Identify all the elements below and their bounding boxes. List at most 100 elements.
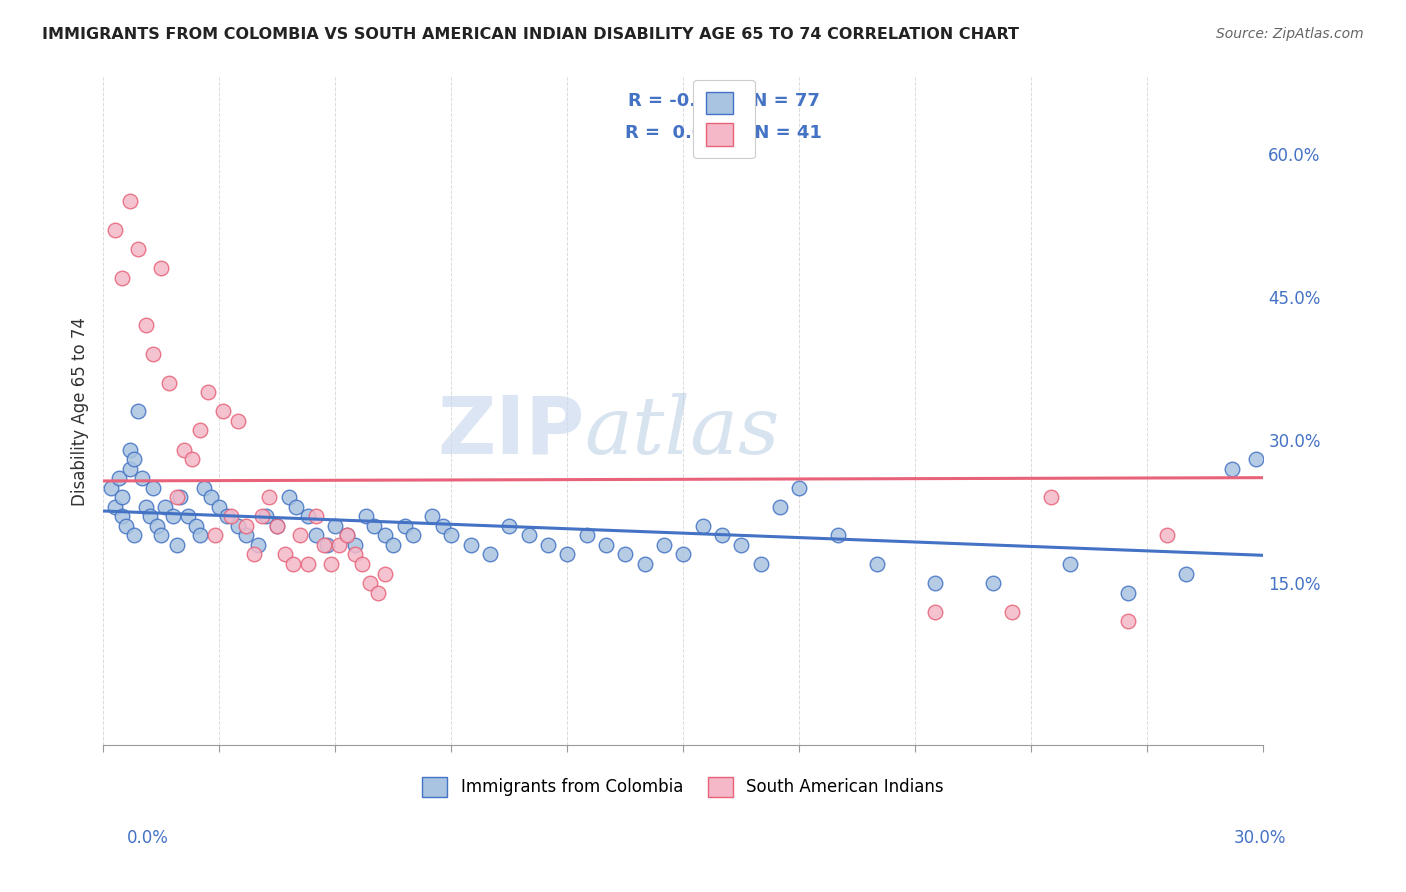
- Point: [127, 242, 149, 256]
- Point: [363, 519, 385, 533]
- Point: [157, 376, 180, 390]
- Point: [285, 500, 308, 514]
- Point: [246, 538, 269, 552]
- Point: [614, 548, 637, 562]
- Point: [1001, 605, 1024, 619]
- Point: [104, 500, 127, 514]
- Point: [352, 557, 374, 571]
- Point: [359, 576, 381, 591]
- Point: [150, 528, 173, 542]
- Point: [692, 519, 714, 533]
- Point: [367, 585, 389, 599]
- Point: [219, 509, 242, 524]
- Point: [142, 347, 165, 361]
- Point: [146, 519, 169, 533]
- Point: [135, 318, 157, 333]
- Point: [200, 490, 222, 504]
- Point: [204, 528, 226, 542]
- Point: [197, 385, 219, 400]
- Point: [1039, 490, 1062, 504]
- Point: [115, 519, 138, 533]
- Point: [1222, 461, 1244, 475]
- Text: atlas: atlas: [585, 392, 780, 470]
- Point: [122, 528, 145, 542]
- Legend: Immigrants from Colombia, South American Indians: Immigrants from Colombia, South American…: [416, 770, 950, 804]
- Point: [228, 519, 250, 533]
- Point: [100, 481, 122, 495]
- Point: [120, 461, 142, 475]
- Point: [277, 490, 299, 504]
- Point: [173, 442, 195, 457]
- Point: [432, 519, 454, 533]
- Point: [1116, 614, 1139, 628]
- Point: [555, 548, 578, 562]
- Y-axis label: Disability Age 65 to 74: Disability Age 65 to 74: [72, 317, 89, 506]
- Point: [188, 528, 211, 542]
- Point: [107, 471, 129, 485]
- Text: IMMIGRANTS FROM COLOMBIA VS SOUTH AMERICAN INDIAN DISABILITY AGE 65 TO 74 CORREL: IMMIGRANTS FROM COLOMBIA VS SOUTH AMERIC…: [42, 27, 1019, 42]
- Point: [382, 538, 405, 552]
- Point: [730, 538, 752, 552]
- Point: [787, 481, 810, 495]
- Point: [595, 538, 617, 552]
- Point: [460, 538, 482, 552]
- Point: [111, 270, 134, 285]
- Point: [127, 404, 149, 418]
- Point: [305, 528, 328, 542]
- Point: [1059, 557, 1081, 571]
- Point: [212, 404, 235, 418]
- Point: [316, 538, 339, 552]
- Point: [394, 519, 416, 533]
- Point: [150, 261, 173, 276]
- Point: [537, 538, 560, 552]
- Point: [111, 490, 134, 504]
- Point: [575, 528, 598, 542]
- Text: R = -0.363   N = 77: R = -0.363 N = 77: [628, 92, 820, 110]
- Point: [142, 481, 165, 495]
- Text: ZIP: ZIP: [437, 392, 585, 470]
- Point: [131, 471, 153, 485]
- Point: [374, 566, 396, 581]
- Point: [374, 528, 396, 542]
- Point: [153, 500, 176, 514]
- Point: [188, 424, 211, 438]
- Point: [478, 548, 501, 562]
- Point: [177, 509, 200, 524]
- Point: [710, 528, 733, 542]
- Point: [166, 538, 188, 552]
- Point: [343, 538, 366, 552]
- Point: [517, 528, 540, 542]
- Point: [135, 500, 157, 514]
- Point: [235, 528, 257, 542]
- Point: [254, 509, 277, 524]
- Point: [769, 500, 792, 514]
- Point: [138, 509, 160, 524]
- Point: [401, 528, 423, 542]
- Point: [321, 557, 343, 571]
- Point: [122, 452, 145, 467]
- Point: [652, 538, 675, 552]
- Point: [1244, 452, 1267, 467]
- Point: [120, 442, 142, 457]
- Point: [498, 519, 520, 533]
- Text: 0.0%: 0.0%: [127, 829, 169, 847]
- Point: [1116, 585, 1139, 599]
- Point: [328, 538, 350, 552]
- Point: [166, 490, 188, 504]
- Point: [981, 576, 1004, 591]
- Point: [250, 509, 273, 524]
- Point: [354, 509, 377, 524]
- Point: [120, 194, 142, 209]
- Point: [297, 557, 319, 571]
- Point: [827, 528, 849, 542]
- Point: [228, 414, 250, 428]
- Point: [420, 509, 443, 524]
- Point: [181, 452, 204, 467]
- Point: [266, 519, 288, 533]
- Point: [162, 509, 184, 524]
- Point: [215, 509, 238, 524]
- Point: [323, 519, 346, 533]
- Point: [1156, 528, 1178, 542]
- Point: [305, 509, 328, 524]
- Text: 30.0%: 30.0%: [1234, 829, 1286, 847]
